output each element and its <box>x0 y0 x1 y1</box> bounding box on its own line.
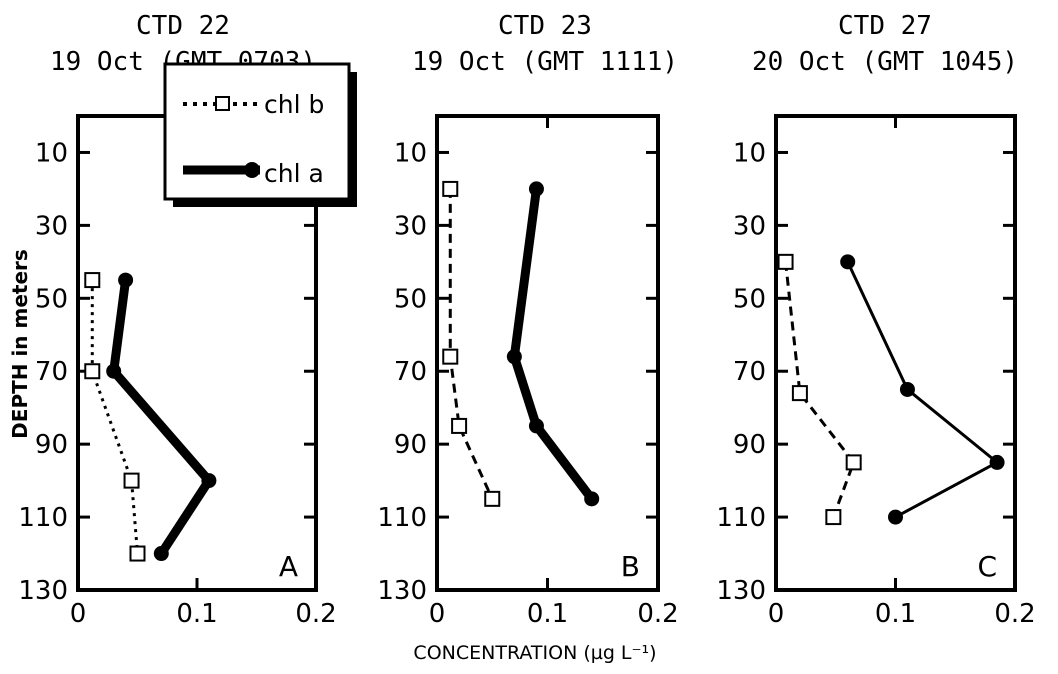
chl-a-point <box>118 272 134 288</box>
chl-a-point <box>153 546 169 562</box>
chl-b-point <box>825 509 842 526</box>
chl-a-line <box>109 279 214 556</box>
y-tick-label: 90 <box>394 430 427 460</box>
y-tick-label: 130 <box>18 576 68 606</box>
chl-a-point <box>528 181 544 197</box>
panel-title-line: CTD 23 <box>498 11 592 41</box>
y-tick-label: 110 <box>377 503 427 533</box>
panel-title-line: 20 Oct (GMT 1045) <box>752 47 1018 77</box>
y-tick-label: 90 <box>35 430 68 460</box>
y-tick-label: 10 <box>394 138 427 168</box>
chl-b-point <box>451 417 468 434</box>
x-tick-label: 0 <box>768 599 785 629</box>
legend-chl-b-label: chl b <box>264 90 324 119</box>
y-tick-label: 30 <box>35 211 68 241</box>
legend-chl-a-marker <box>244 162 260 178</box>
chl-a-point <box>840 254 856 270</box>
chl-a-point <box>989 454 1005 470</box>
chl-b-point <box>484 490 501 507</box>
panel-letter: B <box>621 550 640 583</box>
x-tick-label: 0.1 <box>875 599 916 629</box>
y-tick-label: 110 <box>18 503 68 533</box>
chl-b-line <box>448 188 494 500</box>
y-tick-label: 50 <box>35 284 68 314</box>
chl-b-point <box>845 454 862 471</box>
legend: chl b chl a <box>163 62 357 207</box>
legend-chl-a-label: chl a <box>264 159 324 188</box>
chl-b-point <box>84 272 101 289</box>
chl-a-line <box>846 261 999 519</box>
y-tick-label: 30 <box>733 211 766 241</box>
x-tick-label: 0.2 <box>994 599 1035 629</box>
y-tick-label: 130 <box>716 576 766 606</box>
chl-a-point <box>528 418 544 434</box>
y-axis-label: DEPTH in meters <box>8 249 32 439</box>
x-tick-label: 0.1 <box>176 599 217 629</box>
chl-a-point <box>584 491 600 507</box>
y-tick-label: 130 <box>377 576 427 606</box>
panel-title-line: CTD 27 <box>838 11 932 41</box>
legend-chl-b-marker <box>215 96 230 111</box>
x-tick-label: 0 <box>70 599 87 629</box>
chl-b-point <box>84 363 101 380</box>
chl-b-point <box>442 180 459 197</box>
panel-title-line: 19 Oct (GMT 1111) <box>412 47 678 77</box>
y-tick-label: 70 <box>35 357 68 387</box>
x-tick-label: 0.1 <box>527 599 568 629</box>
panel-letter: C <box>977 550 997 583</box>
chl-a-line <box>509 188 596 502</box>
chl-b-line <box>90 280 139 554</box>
chl-b-point <box>791 385 808 402</box>
chl-b-point <box>129 545 146 562</box>
chl-a-point <box>201 473 217 489</box>
x-axis-label: CONCENTRATION (µg L⁻¹) <box>413 642 656 664</box>
y-tick-label: 50 <box>733 284 766 314</box>
plot-frame <box>435 114 660 592</box>
chl-b-point <box>777 253 794 270</box>
x-tick-label: 0.2 <box>295 599 336 629</box>
y-tick-label: 70 <box>394 357 427 387</box>
chl-b-point <box>123 472 140 489</box>
x-tick-label: 0 <box>429 599 446 629</box>
chl-a-point <box>106 363 122 379</box>
legend-box <box>163 62 351 201</box>
chl-a-point <box>506 349 522 365</box>
panel-title-line: CTD 22 <box>136 11 230 41</box>
y-tick-label: 110 <box>716 503 766 533</box>
x-tick-label: 0.2 <box>637 599 678 629</box>
y-tick-label: 10 <box>35 138 68 168</box>
y-tick-label: 50 <box>394 284 427 314</box>
panel-letter: A <box>279 550 298 583</box>
chl-b-point <box>442 348 459 365</box>
chl-b-line <box>784 261 856 518</box>
chl-a-point <box>899 381 915 397</box>
y-tick-label: 10 <box>733 138 766 168</box>
y-tick-label: 30 <box>394 211 427 241</box>
chl-a-point <box>888 509 903 525</box>
y-tick-label: 90 <box>733 430 766 460</box>
y-tick-label: 70 <box>733 357 766 387</box>
